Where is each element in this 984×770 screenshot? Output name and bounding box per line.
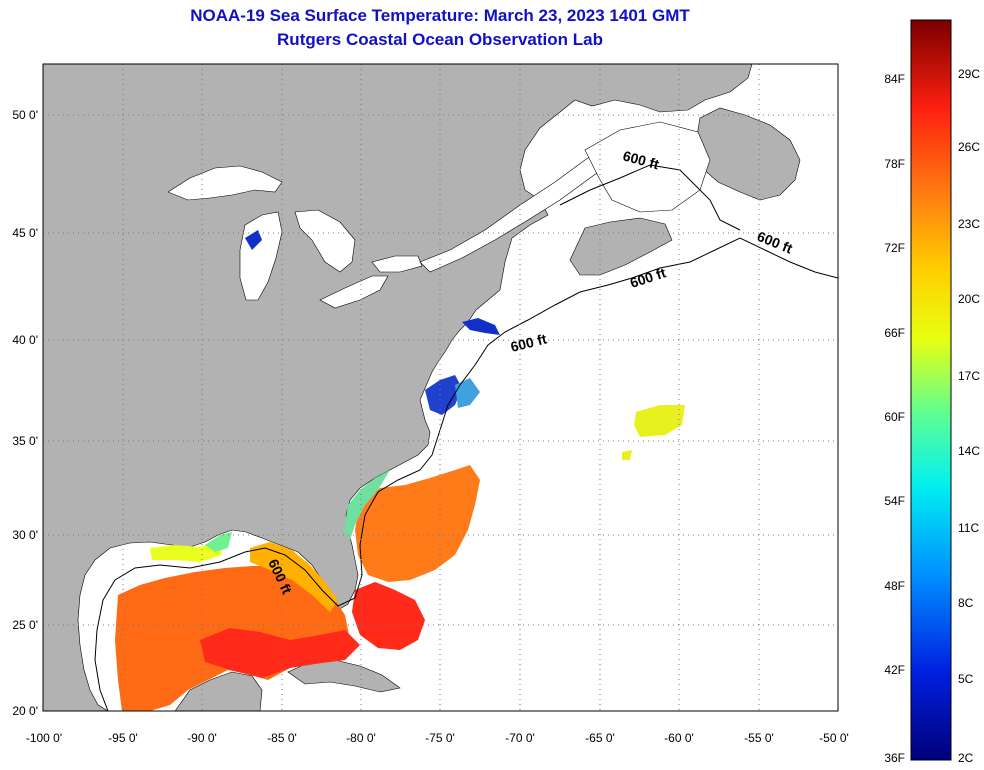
sst-carolina-coast	[344, 470, 390, 540]
sst-gulf-shelf	[250, 542, 338, 612]
lat-label: 50 0'	[12, 108, 38, 122]
sst-mid-atlantic-teal	[455, 378, 480, 408]
colorbar-f-label: 66F	[884, 326, 905, 340]
sst-gulf-hot	[200, 628, 360, 678]
sst-new-jersey-cold	[462, 318, 500, 335]
isobath-600ft-north	[559, 164, 741, 231]
sst-atlantic-warm	[355, 465, 480, 582]
lat-label: 35 0'	[12, 434, 38, 448]
colorbar-f-label: 84F	[884, 72, 905, 86]
lat-label: 30 0'	[12, 528, 38, 542]
sst-offshore-yellow	[634, 405, 685, 437]
colorbar-c-label: 20C	[958, 292, 980, 306]
colorbar-f-label: 36F	[884, 751, 905, 765]
sst-offshore-yellow-small	[622, 450, 632, 460]
colorbar-f-label: 42F	[884, 663, 905, 677]
colorbar-c-label: 2C	[958, 751, 974, 765]
colorbar-f-label: 60F	[884, 410, 905, 424]
lon-label: -100 0'	[26, 731, 62, 745]
isobath-600ft	[94, 237, 838, 711]
lat-label: 20 0'	[12, 704, 38, 718]
lon-label: -65 0'	[585, 731, 615, 745]
colorbar-f-label: 72F	[884, 241, 905, 255]
lake-michigan	[239, 211, 283, 301]
sst-florida-straits	[352, 582, 425, 650]
lon-label: -85 0'	[267, 731, 297, 745]
lat-label: 45 0'	[12, 226, 38, 240]
sst-gulf-north-cold	[150, 540, 222, 562]
lon-label: -95 0'	[108, 731, 138, 745]
map-frame	[42, 63, 839, 712]
sst-mid-atlantic-cold	[425, 375, 462, 415]
lake-ontario	[371, 255, 423, 273]
land-nova-scotia	[569, 217, 673, 276]
lake-erie	[319, 275, 389, 309]
colorbar-c-label: 23C	[958, 217, 980, 231]
lon-label: -50 0'	[819, 731, 849, 745]
sst-lake-michigan-cold	[245, 230, 262, 250]
colorbar-f-label: 78F	[884, 157, 905, 171]
lake-huron	[294, 209, 356, 273]
lon-label: -70 0'	[505, 731, 535, 745]
colorbar-c-label: 14C	[958, 444, 980, 458]
lon-label: -55 0'	[744, 731, 774, 745]
colorbar-c-label: 5C	[958, 672, 974, 686]
colorbar-c-label: 29C	[958, 67, 980, 81]
lon-label: -90 0'	[187, 731, 217, 745]
color-bar	[910, 19, 952, 761]
lake-superior	[167, 165, 283, 201]
colorbar-c-label: 11C	[958, 521, 979, 535]
colorbar-c-label: 8C	[958, 596, 974, 610]
colorbar-c-label: 26C	[958, 140, 980, 154]
lon-label: -60 0'	[664, 731, 694, 745]
lat-label: 40 0'	[12, 333, 38, 347]
lon-label: -75 0'	[425, 731, 455, 745]
map-title: NOAA-19 Sea Surface Temperature: March 2…	[190, 6, 690, 25]
colorbar-f-label: 54F	[884, 494, 905, 508]
land-yucatan	[174, 671, 263, 711]
lon-label: -80 0'	[346, 731, 376, 745]
sst-gulf-north-teal	[205, 532, 232, 552]
colorbar-c-label: 17C	[958, 369, 980, 383]
map-subtitle: Rutgers Coastal Ocean Observation Lab	[277, 30, 603, 49]
lat-label: 25 0'	[12, 618, 38, 632]
colorbar-f-label: 48F	[884, 579, 905, 593]
